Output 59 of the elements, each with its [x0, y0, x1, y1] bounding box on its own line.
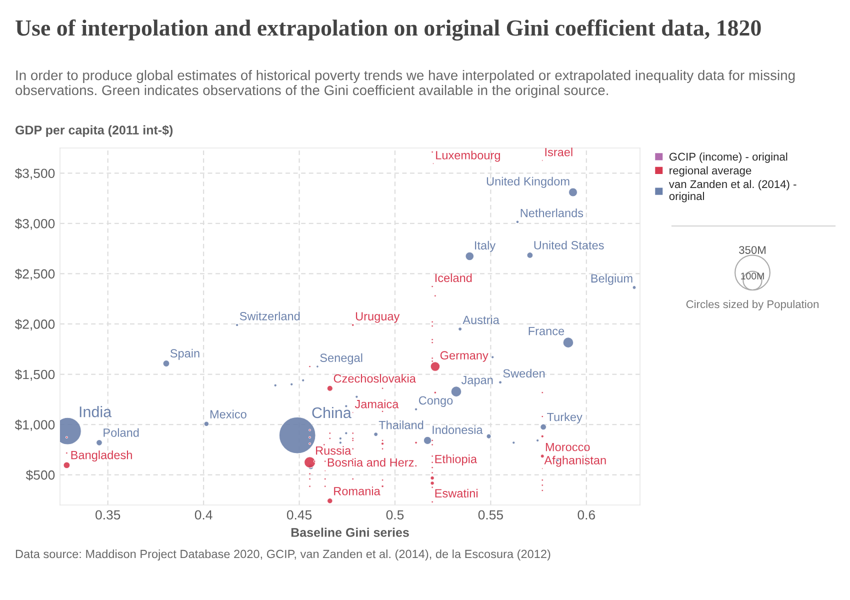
- y-tick-label: $2,000: [14, 319, 55, 330]
- legend-label: 350M: [739, 246, 766, 254]
- data-label: Italy: [475, 240, 496, 252]
- y-tick-label: $2,500: [14, 268, 55, 280]
- data-label: Switzerland: [240, 312, 300, 320]
- y-tick-label: $1,500: [14, 369, 55, 381]
- data-label: Israel: [545, 148, 572, 156]
- legend-label: van Zanden et al. (2014) - original: [668, 180, 796, 202]
- x-tick-label: 0.5: [386, 510, 404, 520]
- x-tick-label: 0.6: [578, 510, 595, 520]
- x-tick-label: 0.45: [286, 510, 312, 520]
- text: Circles sized by Population: [686, 300, 818, 310]
- data-label: Mexico: [210, 410, 246, 418]
- x-tick-label: 0.4: [194, 510, 212, 520]
- data-label: Turkey: [547, 412, 582, 424]
- data-label: Afghanistan: [544, 456, 606, 467]
- data-label: Jamaica: [354, 400, 399, 408]
- y-tick-label: $1,000: [14, 420, 55, 432]
- data-label: Indonesia: [432, 425, 483, 434]
- data-label: Germany: [440, 351, 488, 362]
- y-axis-title: GDP per capita (2011 int-$): [16, 125, 173, 137]
- data-label: Morocco: [546, 442, 590, 452]
- y-tick-label: $500: [26, 470, 55, 481]
- data-label: Senegal: [320, 353, 362, 364]
- data-label: Belgium: [591, 274, 632, 285]
- data-label: Ethiopia: [435, 454, 478, 466]
- legend-label: 100M: [741, 272, 764, 280]
- data-label: Eswatini: [435, 488, 478, 498]
- data-label: Netherlands: [520, 208, 584, 218]
- data-label: Congo: [418, 396, 453, 407]
- x-axis-title: Baseline Gini series: [291, 528, 409, 537]
- data-label: Iceland: [435, 273, 472, 282]
- data-label: Romania: [334, 486, 380, 496]
- data-label: Uruguay: [356, 312, 400, 323]
- data-label: Spain: [170, 348, 200, 360]
- data-label: Sweden: [503, 368, 545, 378]
- x-tick-label: 0.55: [478, 510, 503, 520]
- data-label: Austria: [462, 315, 500, 324]
- data-label: Bangladesh: [71, 450, 132, 462]
- data-label: Czechoslovakia: [334, 374, 416, 383]
- legend-label: GCIP (income) - original: [669, 152, 788, 163]
- data-label: China: [312, 406, 352, 418]
- data-label: Russia: [316, 446, 352, 455]
- data-label: United States: [534, 240, 604, 250]
- data-label: Poland: [104, 428, 139, 437]
- data-label: Bosnia and Herz.: [328, 458, 416, 467]
- data-label: Thailand: [378, 420, 424, 430]
- data-label: United Kingdom: [486, 176, 570, 188]
- chart-subtitle: In order to produce global estimates of historical poverty trends we have interpolated or extrapolated inequality data for missing observations. Green indicates observations of the Gini coefficient available in the original source.: [16, 70, 795, 98]
- legend-label: regional average: [670, 166, 752, 177]
- data-label: Luxembourg: [436, 150, 500, 162]
- data-label: Japan: [461, 376, 493, 387]
- y-tick-label: $3,500: [14, 168, 55, 180]
- data-label: France: [528, 327, 564, 336]
- x-tick-label: 0.35: [96, 510, 120, 520]
- source-note: Data source: Maddison Project Database 2020, GCIP, van Zanden et al. (2014), de la Escosura (2012): [16, 549, 550, 561]
- data-label: India: [80, 406, 112, 418]
- y-tick-label: $3,000: [14, 218, 55, 230]
- chart-title: Use of interpolation and extrapolation on original Gini coefficient data, 1820: [16, 19, 761, 41]
